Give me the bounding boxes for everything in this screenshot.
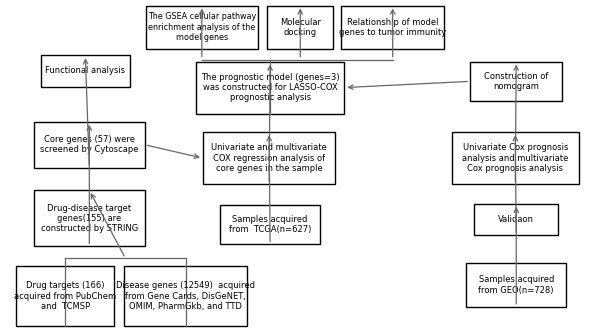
Text: Molecular
docking: Molecular docking — [280, 18, 321, 37]
FancyBboxPatch shape — [267, 6, 334, 49]
FancyBboxPatch shape — [466, 263, 566, 307]
FancyBboxPatch shape — [146, 6, 258, 49]
Text: Functional analysis: Functional analysis — [45, 67, 125, 76]
FancyBboxPatch shape — [341, 6, 444, 49]
Text: Relationship of model
genes to tumor immunity: Relationship of model genes to tumor imm… — [339, 18, 446, 37]
Text: Univariate Cox prognosis
analysis and multivariate
Cox prognosis analysis: Univariate Cox prognosis analysis and mu… — [462, 143, 568, 173]
FancyBboxPatch shape — [41, 55, 130, 87]
FancyBboxPatch shape — [34, 122, 145, 167]
Text: Drug-disease target
genes(155) are
constructed by STRING: Drug-disease target genes(155) are const… — [41, 203, 138, 233]
Text: Samples acquired
from  TCGA(n=627): Samples acquired from TCGA(n=627) — [229, 215, 311, 234]
FancyBboxPatch shape — [203, 132, 335, 184]
Text: The prognostic model (genes=3)
was constructed for LASSO-COX
prognostic analysis: The prognostic model (genes=3) was const… — [201, 73, 340, 103]
FancyBboxPatch shape — [452, 132, 578, 184]
FancyBboxPatch shape — [34, 190, 145, 246]
Text: Construction of
nomogram: Construction of nomogram — [484, 72, 548, 91]
FancyBboxPatch shape — [474, 204, 559, 235]
Text: Core genes (57) were
screened by Cytoscape: Core genes (57) were screened by Cytosca… — [40, 135, 139, 155]
FancyBboxPatch shape — [470, 62, 562, 101]
FancyBboxPatch shape — [196, 62, 344, 114]
FancyBboxPatch shape — [16, 266, 115, 326]
FancyBboxPatch shape — [220, 205, 320, 244]
Text: Samples acquired
from GEO(n=728): Samples acquired from GEO(n=728) — [478, 275, 554, 295]
Text: Validaon: Validaon — [498, 215, 534, 224]
Text: Univariate and multivariate
COX regression analysis of
core genes in the sample: Univariate and multivariate COX regressi… — [211, 143, 327, 173]
Text: The GSEA cellular pathway
enrichment analysis of the
model genes: The GSEA cellular pathway enrichment ana… — [148, 12, 256, 42]
Text: Drug targets (166)
acquired from PubChem
and  TCMSP: Drug targets (166) acquired from PubChem… — [14, 281, 116, 311]
FancyBboxPatch shape — [124, 266, 247, 326]
Text: Disease genes (12549)  acquired
from Gene Cards, DisGeNET,
OMIM, PharmGkb, and T: Disease genes (12549) acquired from Gene… — [116, 281, 255, 311]
